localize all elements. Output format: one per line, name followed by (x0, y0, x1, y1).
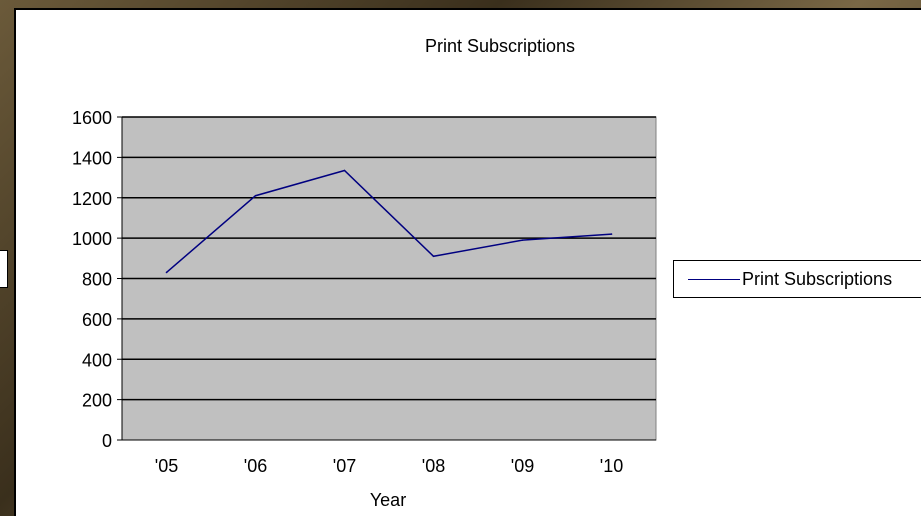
y-tick-label: 800 (82, 270, 112, 290)
data-point (610, 233, 613, 235)
y-tick-label: 1200 (72, 189, 112, 209)
legend-series-line (688, 279, 740, 280)
chart-area: Print Subscriptions 0 200 400 600 800 1000 120… (14, 8, 921, 516)
x-tick-label: '05 (155, 456, 178, 476)
legend: Print Subscriptions (673, 260, 921, 298)
data-point (432, 255, 435, 258)
data-point (254, 194, 257, 197)
chart-svg: Print Subscriptions 0 200 400 600 800 1000 120… (72, 36, 657, 510)
chart-title: Print Subscriptions (425, 36, 575, 56)
x-tick-label: '10 (600, 456, 623, 476)
y-tick-label: 0 (102, 431, 112, 451)
x-tick-label: '09 (511, 456, 534, 476)
legend-series-label: Print Subscriptions (742, 269, 893, 289)
data-point (521, 239, 524, 241)
data-point (165, 271, 168, 274)
data-point (343, 169, 346, 172)
y-tick-label: 1000 (72, 229, 112, 249)
y-tick-label: 600 (82, 310, 112, 330)
x-tick-label: '08 (422, 456, 445, 476)
y-tick-label: 200 (82, 391, 112, 411)
left-panel-edge (0, 250, 8, 288)
x-tick-label: '06 (244, 456, 267, 476)
series-line-print-subscriptions (166, 169, 612, 274)
x-axis-label: Year (370, 490, 406, 510)
y-tick-label: 1400 (72, 148, 112, 168)
y-tick-label: 1600 (72, 108, 112, 128)
y-tick-label: 400 (82, 350, 112, 370)
x-tick-label: '07 (333, 456, 356, 476)
plot-area: 0 200 400 600 800 1000 1200 1400 1600 '05 '06 '07 '0… (72, 108, 657, 476)
